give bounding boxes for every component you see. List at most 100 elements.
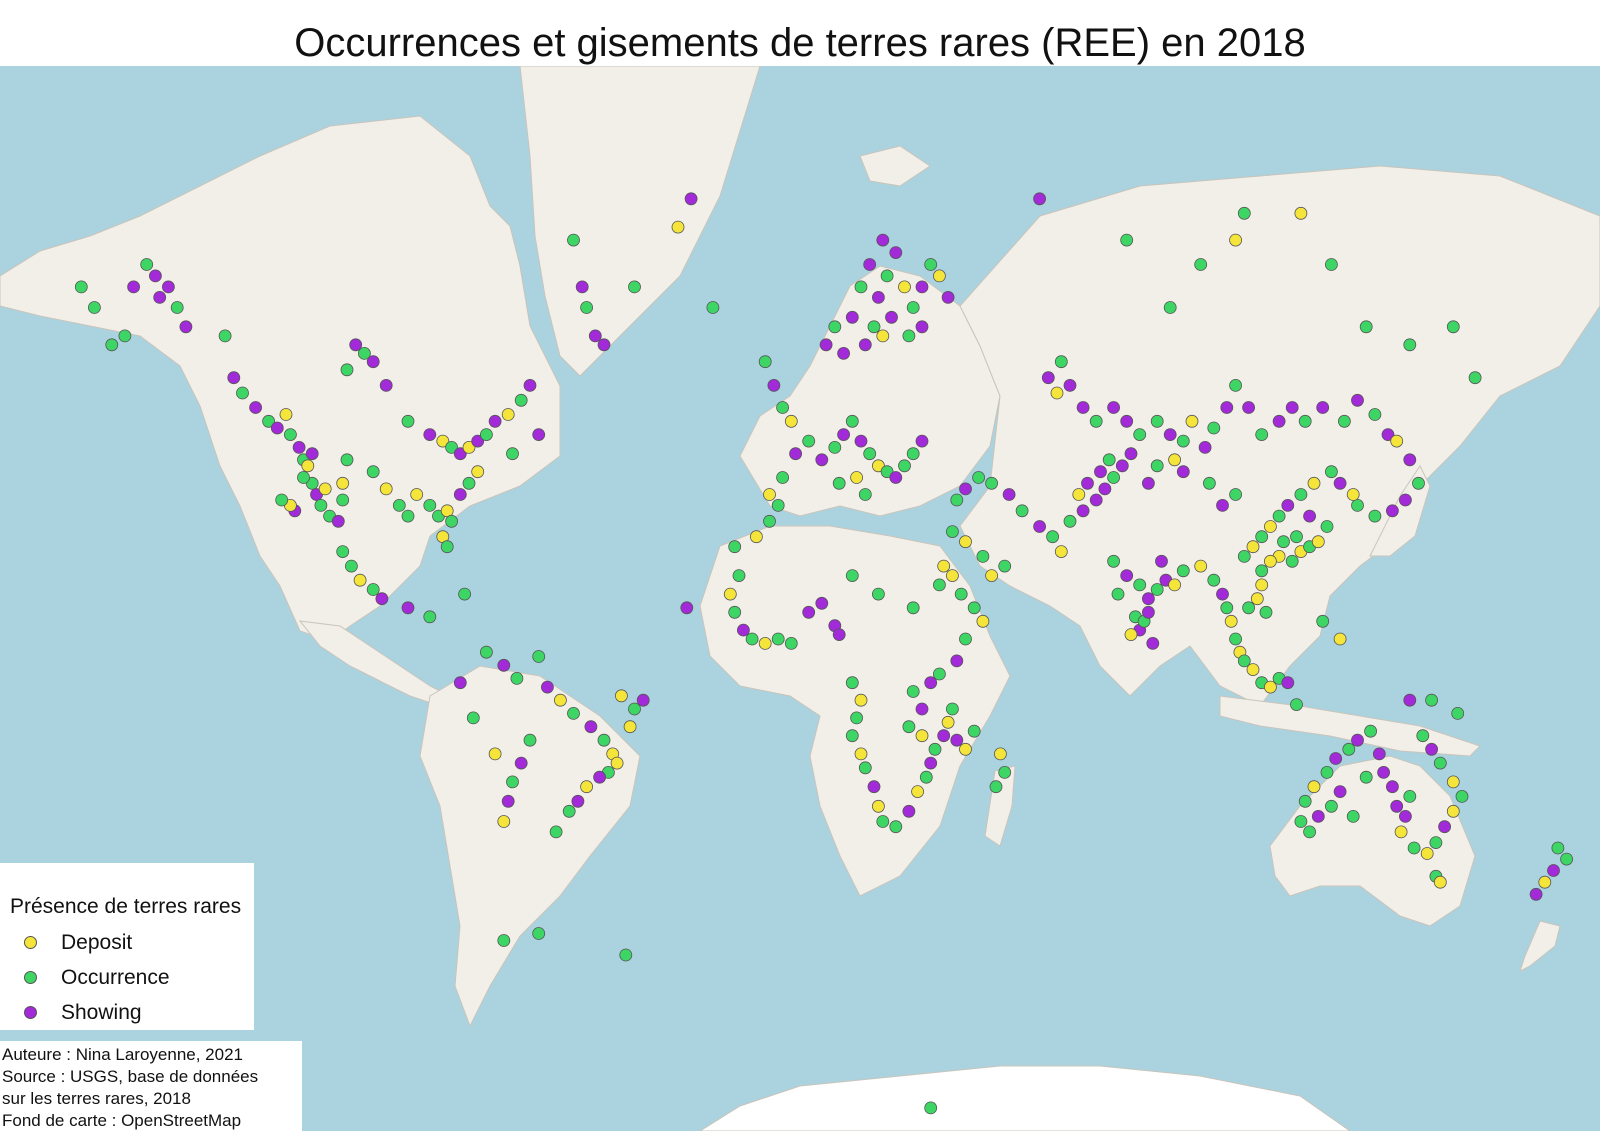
point-showing: [680, 601, 694, 615]
point-deposit: [623, 720, 637, 734]
world-map[interactable]: [0, 66, 1600, 1131]
point-occurrence: [1237, 549, 1251, 563]
point-showing: [179, 320, 193, 334]
point-occurrence: [567, 707, 580, 720]
point-occurrence: [1416, 729, 1430, 743]
point-showing: [1311, 810, 1325, 823]
point-occurrence: [946, 702, 959, 716]
point-occurrence: [532, 650, 546, 663]
point-showing: [471, 434, 485, 448]
point-deposit: [471, 465, 485, 479]
point-showing: [501, 794, 515, 808]
point-occurrence: [854, 280, 868, 294]
point-occurrence: [340, 363, 354, 377]
point-occurrence: [170, 301, 184, 314]
point-occurrence: [828, 440, 842, 454]
point-occurrence: [863, 447, 877, 461]
point-occurrence: [876, 815, 890, 828]
point-occurrence: [1359, 320, 1373, 334]
point-occurrence: [933, 667, 946, 681]
point-occurrence: [872, 587, 885, 601]
point-occurrence: [336, 493, 350, 507]
point-showing: [767, 378, 781, 392]
point-showing: [924, 756, 938, 770]
point-deposit: [497, 815, 511, 828]
point-showing: [571, 794, 585, 808]
point-showing: [1176, 465, 1190, 479]
point-occurrence: [1150, 414, 1164, 428]
point-showing: [1351, 393, 1364, 407]
credit-basemap: Fond de carte : OpenStreetMap: [2, 1111, 242, 1130]
point-occurrence: [950, 493, 964, 507]
point-showing: [636, 693, 650, 707]
point-occurrence: [1150, 459, 1164, 473]
point-showing: [959, 482, 972, 496]
point-showing: [1272, 414, 1286, 428]
point-occurrence: [802, 434, 816, 448]
point-occurrence: [549, 825, 563, 839]
point-showing: [1107, 401, 1120, 414]
point-occurrence: [1455, 790, 1469, 803]
legend-title: Présence de terres rares: [10, 895, 242, 918]
point-showing: [889, 471, 903, 484]
point-showing: [1033, 192, 1046, 206]
point-occurrence: [732, 569, 746, 583]
point-occurrence: [1176, 434, 1190, 448]
point-showing: [876, 233, 890, 247]
point-occurrence: [1015, 504, 1029, 518]
point-showing: [1124, 447, 1138, 461]
point-showing: [1333, 476, 1347, 490]
legend-label-showing: Showing: [61, 1000, 142, 1024]
point-showing: [1386, 780, 1399, 794]
point-occurrence: [1412, 476, 1425, 490]
point-occurrence: [1359, 770, 1373, 784]
point-showing: [924, 676, 938, 690]
point-occurrence: [597, 733, 611, 747]
point-occurrence: [628, 280, 641, 294]
point-deposit: [872, 799, 885, 813]
point-occurrence: [906, 685, 920, 698]
point-occurrence: [1403, 790, 1417, 803]
point-occurrence: [985, 476, 998, 490]
point-occurrence: [728, 540, 742, 554]
point-showing: [1063, 378, 1077, 392]
point-showing: [915, 320, 929, 334]
point-showing: [802, 605, 816, 619]
point-occurrence: [1298, 794, 1312, 808]
point-showing: [902, 804, 916, 818]
point-showing: [1529, 887, 1543, 901]
point-showing: [423, 428, 437, 442]
point-showing: [1216, 498, 1229, 512]
point-occurrence: [1107, 554, 1120, 568]
point-occurrence: [506, 775, 519, 789]
point-occurrence: [1220, 601, 1234, 615]
point-occurrence: [74, 280, 88, 294]
point-deposit: [758, 637, 772, 650]
point-occurrence: [1255, 530, 1269, 544]
point-showing: [915, 280, 929, 294]
point-occurrence: [1560, 852, 1573, 866]
point-showing: [1438, 820, 1451, 834]
point-occurrence: [1237, 206, 1251, 220]
point-occurrence: [1342, 742, 1356, 756]
point-deposit: [898, 280, 911, 294]
point-occurrence: [1277, 535, 1290, 549]
point-occurrence: [1368, 408, 1382, 421]
point-occurrence: [771, 632, 785, 646]
point-showing: [161, 280, 175, 294]
point-showing: [1303, 509, 1316, 523]
point-occurrence: [706, 301, 720, 314]
point-deposit: [854, 747, 868, 761]
point-showing: [1281, 498, 1295, 512]
point-showing: [1220, 401, 1234, 414]
point-occurrence: [510, 672, 524, 685]
point-occurrence: [946, 525, 959, 539]
point-occurrence: [366, 465, 380, 479]
point-deposit: [976, 614, 990, 628]
point-showing: [1285, 401, 1299, 414]
point-occurrence: [118, 329, 132, 343]
point-occurrence: [902, 720, 916, 734]
point-showing: [1155, 554, 1168, 568]
point-occurrence: [423, 498, 437, 512]
point-showing: [1351, 733, 1364, 747]
